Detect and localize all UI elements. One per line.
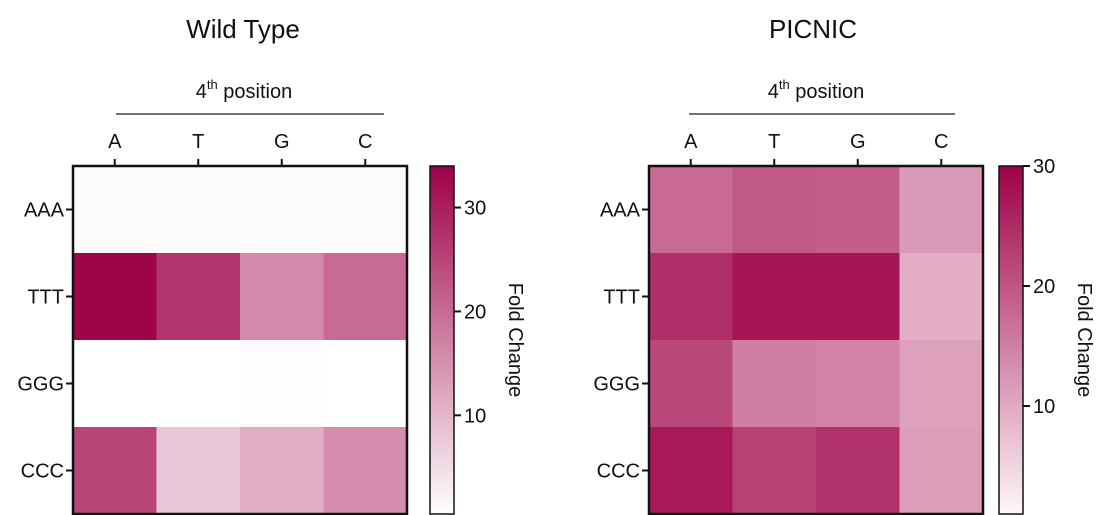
heatmap-cell	[156, 340, 241, 428]
x-tick-label: A	[684, 131, 698, 153]
heatmap-cell	[816, 166, 900, 254]
x-tick-label: G	[274, 131, 290, 153]
heatmap-cell	[816, 253, 900, 341]
x-axis-label: 4th position	[196, 77, 292, 103]
x-tick-label: T	[192, 131, 204, 153]
heatmap-cell	[649, 253, 733, 341]
heatmap-cell	[323, 427, 408, 515]
heatmap-cell	[899, 166, 984, 254]
heatmap-cell	[732, 340, 817, 428]
y-tick-label: TTT	[603, 287, 640, 309]
heatmap-cell	[156, 427, 241, 515]
heatmap-cell	[240, 253, 324, 341]
heatmap-cell	[240, 427, 324, 515]
heatmap-cell	[649, 427, 733, 515]
heatmap-cell	[323, 340, 408, 428]
heatmap-cell	[156, 253, 241, 341]
colorbar-label: Fold Change	[1073, 283, 1095, 398]
colorbar	[429, 165, 455, 515]
heatmap-cell	[899, 253, 984, 341]
x-axis-label: 4th position	[768, 77, 864, 103]
heatmap-cell	[649, 166, 733, 254]
heatmap-cell	[73, 427, 157, 515]
heatmap-cell	[732, 253, 817, 341]
y-tick-label: AAA	[24, 200, 65, 222]
y-tick-label: GGG	[593, 374, 640, 396]
chart-title: PICNIC	[769, 14, 857, 44]
colorbar-tick-label: 30	[464, 198, 486, 220]
y-tick-label: GGG	[17, 374, 64, 396]
heatmap-cell	[156, 166, 241, 254]
heatmap-cell	[73, 340, 157, 428]
x-tick-label: A	[108, 131, 122, 153]
plot-frame	[647, 164, 985, 515]
colorbar-tick-label: 20	[464, 301, 486, 323]
colorbar-tick-label: 10	[464, 405, 486, 427]
heatmap-cell	[323, 253, 408, 341]
heatmap-cell	[323, 166, 408, 254]
heatmap-cell	[732, 166, 817, 254]
chart-title: Wild Type	[186, 14, 300, 44]
x-tick-label: G	[850, 131, 866, 153]
colorbar-tick-label: 30	[1033, 156, 1055, 178]
heatmap-cell	[816, 427, 900, 515]
y-tick-label: CCC	[21, 461, 64, 483]
y-tick-label: TTT	[27, 287, 64, 309]
heatmap-cell	[73, 253, 157, 341]
x-tick-label: T	[768, 131, 780, 153]
heatmap-panel-1: Wild Type 4th position A T G C AAA TTT GGG CCC 10 2…	[17, 14, 526, 515]
colorbar-label: Fold Change	[504, 283, 526, 398]
colorbar-tick-label: 10	[1033, 396, 1055, 418]
heatmap-cell	[649, 340, 733, 428]
colorbar	[998, 165, 1024, 515]
heatmap-cell	[73, 166, 157, 254]
colorbar-tick-label: 20	[1033, 276, 1055, 298]
heatmap-cell	[240, 340, 324, 428]
heatmap-cell	[732, 427, 817, 515]
heatmap-cell	[240, 166, 324, 254]
heatmap-cell	[899, 427, 984, 515]
x-tick-label: C	[358, 131, 372, 153]
plot-frame	[71, 164, 409, 515]
y-tick-label: CCC	[597, 461, 640, 483]
y-tick-label: AAA	[600, 200, 641, 222]
heatmap-panel-2: PICNIC 4th position A T G C AAA TTT GGG CCC 10 20 30…	[593, 14, 1095, 515]
heatmap-cell	[816, 340, 900, 428]
x-tick-label: C	[934, 131, 948, 153]
heatmap-cell	[899, 340, 984, 428]
